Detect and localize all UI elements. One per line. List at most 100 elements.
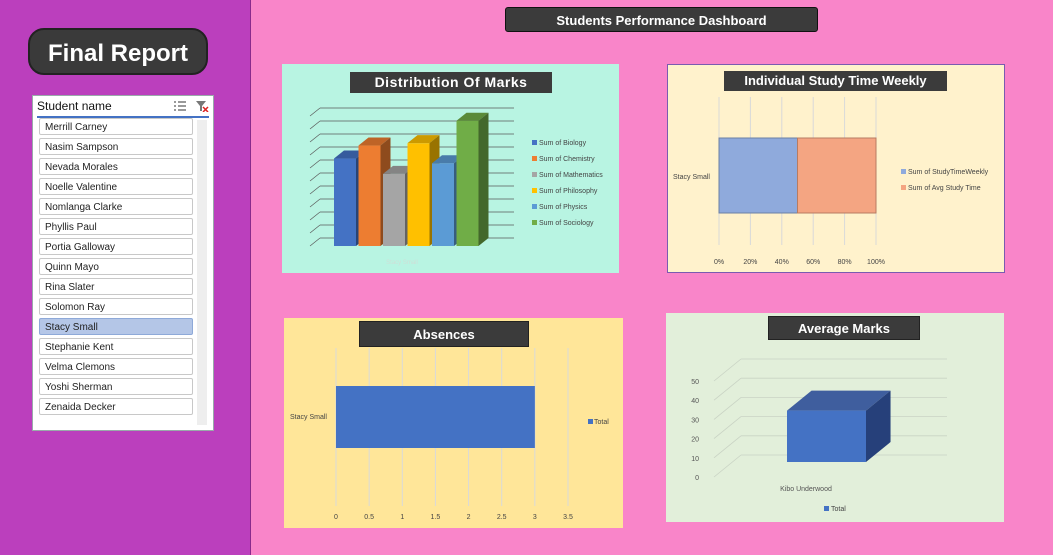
legend-swatch	[901, 169, 906, 174]
final-report-title: Final Report	[28, 28, 208, 75]
gridline-side	[713, 454, 742, 478]
gridline-side	[713, 416, 742, 439]
x-tick-label: 1	[400, 514, 404, 521]
y-tick-label: 10	[691, 456, 699, 463]
gridline-side	[309, 198, 321, 208]
slicer-item[interactable]: Nomlanga Clarke	[39, 198, 193, 215]
legend-label: Sum of Sociology	[539, 220, 594, 227]
slicer-item[interactable]: Merrill Carney	[39, 118, 193, 135]
bar	[336, 386, 535, 448]
x-tick-label: 0.5	[364, 514, 374, 521]
legend-swatch	[532, 188, 537, 193]
gridline-side	[713, 397, 742, 420]
distribution-chart-title: Distribution Of Marks	[350, 72, 552, 93]
legend-label: Sum of Mathematics	[539, 172, 603, 179]
slicer-scrollbar[interactable]	[197, 120, 207, 425]
gridline-side	[309, 133, 321, 143]
distribution-of-marks-panel[interactable]: Distribution Of Marks Sum of Biology Sum …	[282, 64, 619, 273]
x-tick-label: 0%	[714, 259, 724, 266]
distribution-chart: Sum of Biology Sum of Chemistry Sum of Mat…	[309, 107, 603, 266]
gridline-side	[713, 358, 742, 382]
bar-top	[383, 165, 415, 174]
x-tick-label: 3	[533, 514, 537, 521]
category-label: Stacy Small	[673, 174, 710, 181]
slicer-item[interactable]: Solomon Ray	[39, 298, 193, 315]
bar-top	[787, 390, 891, 411]
slicer-item[interactable]: Yoshi Sherman	[39, 378, 193, 395]
slicer-item[interactable]: Phyllis Paul	[39, 218, 193, 235]
gridline-side	[309, 120, 321, 130]
x-tick-label: 20%	[743, 259, 757, 266]
slicer-item[interactable]: Velma Clemons	[39, 358, 193, 375]
legend-swatch	[901, 185, 906, 190]
bar-top	[432, 155, 464, 164]
dashboard-title: Students Performance Dashboard	[505, 7, 818, 32]
legend-label: Sum of Avg Study Time	[908, 185, 981, 192]
clear-filter-icon[interactable]	[195, 100, 209, 112]
slicer-item[interactable]: Stacy Small	[39, 318, 193, 335]
x-tick-label: 0	[334, 514, 338, 521]
bar-front	[456, 120, 479, 246]
legend-label: Sum of Philosophy	[539, 188, 598, 195]
bar-top	[407, 135, 440, 144]
bar-front	[432, 163, 454, 246]
gridline-side	[309, 237, 321, 247]
slicer-item[interactable]: Nasim Sampson	[39, 138, 193, 155]
multi-select-icon[interactable]	[173, 100, 187, 112]
study-time-panel[interactable]: Individual Study Time Weekly 0% 20% 40% 60%…	[667, 64, 1005, 273]
average-marks-chart: 0 10 20 30 40 50 Kibo Underwood Total	[691, 358, 947, 513]
student-name-slicer: Student name Merrill Carney Nasim Sampson…	[32, 95, 214, 431]
bar-front	[407, 143, 430, 246]
y-tick-label: 0	[695, 475, 699, 482]
y-tick-label: 20	[691, 437, 699, 444]
slicer-item[interactable]: Zenaida Decker	[39, 398, 193, 415]
legend-swatch	[532, 172, 537, 177]
y-tick-label: 50	[691, 379, 699, 386]
category-label: Kibo Underwood	[780, 486, 832, 493]
bar-top	[334, 150, 366, 159]
study-time-chart: 0% 20% 40% 60% 80% 100% Sum of StudyTimeWeekly…	[673, 97, 989, 266]
gridline-side	[713, 377, 742, 401]
gridline-side	[309, 211, 321, 221]
legend-label: Sum of Biology	[539, 140, 587, 147]
gridline-side	[309, 224, 321, 234]
slicer-item[interactable]: Rina Slater	[39, 278, 193, 295]
legend-label: Sum of Physics	[539, 204, 588, 211]
bar-front	[787, 410, 866, 462]
average-marks-chart-title: Average Marks	[768, 316, 920, 340]
legend-swatch	[532, 156, 537, 161]
slicer-title: Student name	[37, 99, 112, 113]
gridline-side	[309, 159, 321, 169]
legend-swatch	[532, 140, 537, 145]
slicer-item-list: Merrill Carney Nasim Sampson Nevada Morale…	[39, 118, 193, 418]
bar-front	[383, 173, 405, 246]
slicer-item[interactable]: Nevada Morales	[39, 158, 193, 175]
legend-swatch	[532, 220, 537, 225]
absences-panel[interactable]: Absences 0 0.5 1 1.5 2 2.5 3 3.5 Stacy Small Tota…	[284, 318, 623, 528]
x-tick-label: 2	[467, 514, 471, 521]
bar-side	[478, 112, 489, 247]
bar-front	[358, 145, 381, 246]
absences-chart-title: Absences	[359, 321, 529, 347]
legend-swatch	[588, 419, 593, 424]
slicer-item[interactable]: Noelle Valentine	[39, 178, 193, 195]
bar-top	[358, 137, 391, 146]
gridline-side	[309, 172, 321, 182]
gridline-side	[713, 435, 742, 459]
slicer-item[interactable]: Stephanie Kent	[39, 338, 193, 355]
y-tick-label: 40	[691, 398, 699, 405]
slicer-header: Student name	[37, 96, 209, 118]
bar-segment	[797, 137, 877, 214]
x-tick-label: 60%	[806, 259, 820, 266]
slicer-item[interactable]: Portia Galloway	[39, 238, 193, 255]
left-panel: Final Report Student name Me	[0, 0, 251, 555]
bar-side	[866, 390, 891, 462]
category-label: Stacy Small	[386, 260, 418, 266]
slicer-item[interactable]: Quinn Mayo	[39, 258, 193, 275]
gridline-side	[309, 185, 321, 195]
absences-chart: 0 0.5 1 1.5 2 2.5 3 3.5 Stacy Small Total	[290, 348, 609, 521]
legend-label: Sum of Chemistry	[539, 156, 595, 163]
gridline-side	[309, 107, 321, 117]
average-marks-panel[interactable]: Average Marks 0 10 20 30 40 50 Kibo Underwood T…	[666, 313, 1004, 522]
bar-segment	[718, 137, 798, 214]
